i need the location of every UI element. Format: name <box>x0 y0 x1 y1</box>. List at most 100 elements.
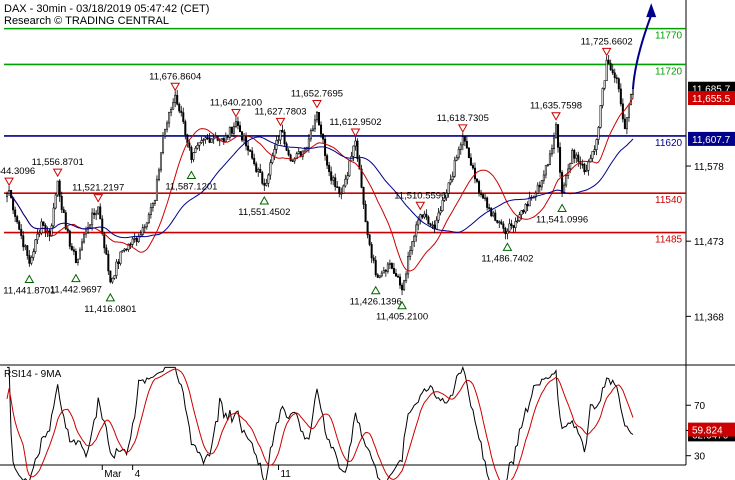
pivot-label: 11,640.2100 <box>210 98 262 109</box>
candle-body <box>526 203 529 207</box>
candle-body <box>601 88 604 106</box>
candle-body <box>431 224 434 227</box>
candle-body <box>212 137 215 140</box>
pivot-label: 11,725.6602 <box>581 36 633 47</box>
candle-body <box>593 149 596 152</box>
candle-body <box>202 139 205 141</box>
candle-body <box>386 263 389 272</box>
candle-body <box>247 145 250 151</box>
candle-body <box>16 216 19 223</box>
candle-body <box>583 163 586 173</box>
candle-body <box>263 183 266 186</box>
candle-body <box>287 149 290 156</box>
level-label-11540: 11540 <box>655 195 683 206</box>
candle-body <box>447 182 450 194</box>
candle-body <box>368 234 371 245</box>
ma-fast-line <box>10 97 634 272</box>
pivot-label: 11,442.9697 <box>50 285 102 296</box>
candle-body <box>30 257 33 264</box>
candle-body <box>548 153 551 165</box>
candle-body <box>338 186 341 194</box>
candle-body <box>36 233 39 241</box>
candle-body <box>123 248 126 251</box>
candle-body <box>384 269 387 272</box>
pivot-label: 11,618.7305 <box>437 113 489 124</box>
candle-body <box>409 250 412 257</box>
pivot-high-marker <box>170 82 181 92</box>
candle-body <box>520 210 523 216</box>
candle-body <box>291 160 294 162</box>
candle-body <box>340 192 343 195</box>
candle-body <box>514 221 517 228</box>
candle-body <box>147 214 150 224</box>
pivot-label: 11,627.7803 <box>254 106 306 117</box>
candle-body <box>307 138 310 148</box>
candle-body <box>60 196 63 210</box>
pivot-low-marker <box>502 242 513 251</box>
candle-body <box>164 128 167 137</box>
candle-body <box>490 208 493 217</box>
time-tick-label: 11 <box>280 469 291 480</box>
candle-body <box>561 172 564 193</box>
candle-body <box>139 234 142 237</box>
candle-body <box>257 168 260 172</box>
candle-body <box>317 112 321 126</box>
candle-body <box>255 163 258 172</box>
candle-body <box>449 179 452 184</box>
candle-body <box>311 128 314 132</box>
candle-body <box>226 135 229 138</box>
candle-body <box>157 169 160 181</box>
candle-body <box>453 159 456 177</box>
candle-body <box>273 149 276 157</box>
candle-body <box>482 194 485 199</box>
candle-body <box>184 121 187 136</box>
candle-body <box>111 277 114 283</box>
candle-body <box>151 203 154 208</box>
candle-body <box>232 126 235 134</box>
candle-body <box>492 212 495 217</box>
candle-body <box>469 157 472 166</box>
candle-body <box>559 147 562 173</box>
candle-body <box>563 184 566 193</box>
pivot-label: 11,635.7598 <box>530 101 582 112</box>
candle-body <box>119 251 122 264</box>
pivot-high-marker <box>93 194 104 203</box>
candle-body <box>277 139 280 142</box>
candle-body <box>206 137 209 139</box>
candle-body <box>441 199 444 211</box>
candle-body <box>192 152 195 160</box>
candle-body <box>378 275 381 278</box>
candle-body <box>342 185 345 194</box>
candle-body <box>135 237 138 242</box>
projection-arrow-head <box>646 3 657 18</box>
candle-body <box>603 80 606 89</box>
candle-body <box>58 180 61 197</box>
candle-body <box>249 149 252 152</box>
candle-body <box>372 257 375 261</box>
candle-body <box>510 223 513 226</box>
candle-body <box>64 212 67 230</box>
price-tick-label: 11,578 <box>694 162 724 173</box>
pivot-label: 11,551.4502 <box>238 207 290 218</box>
candle-body <box>40 221 43 234</box>
price-tick-label: 11,473 <box>694 237 724 248</box>
candle-body <box>358 158 361 170</box>
pivot-low-marker <box>24 274 35 283</box>
pivot-label: 11,652.7695 <box>291 89 343 100</box>
candle-body <box>6 193 9 198</box>
candle-body <box>210 138 213 143</box>
candle-body <box>423 213 426 218</box>
candle-body <box>220 138 223 141</box>
candle-body <box>382 269 385 274</box>
price-tag <box>688 131 735 146</box>
candle-body <box>194 147 197 153</box>
candle-body <box>465 140 468 149</box>
candle-body <box>581 163 584 166</box>
candle-body <box>417 219 420 226</box>
candle-body <box>297 151 300 154</box>
pivot-label: 11,676.8604 <box>149 71 201 82</box>
rsi-tag-label: 59.824 <box>692 426 723 437</box>
candle-body <box>399 276 402 286</box>
candle-body <box>360 168 363 188</box>
candle-body <box>66 228 69 232</box>
